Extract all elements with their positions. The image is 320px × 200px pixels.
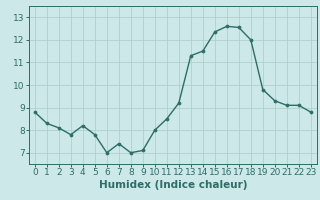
X-axis label: Humidex (Indice chaleur): Humidex (Indice chaleur)	[99, 180, 247, 190]
